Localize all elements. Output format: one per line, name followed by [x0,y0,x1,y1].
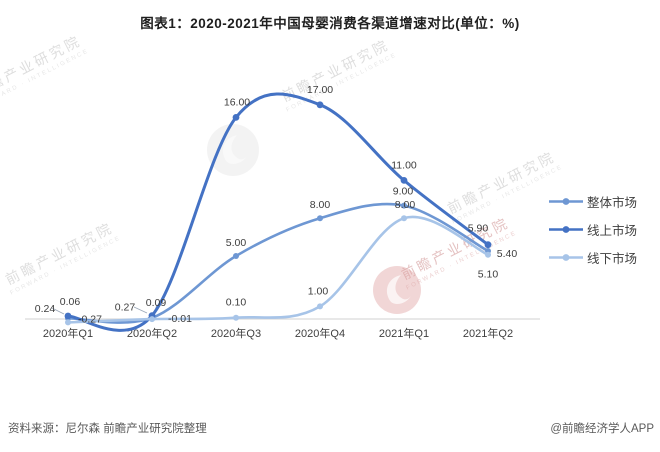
data-label-offline: -0.27 [78,313,102,325]
watermark-logo-swoosh [222,135,247,164]
data-point-online [232,114,240,121]
x-axis-label: 2021年Q2 [463,326,513,340]
data-point-offline [401,215,407,222]
data-label-online: 0.24 [35,303,56,315]
data-label-offline: 0.10 [226,297,247,309]
legend-item-offline: 线下市场 [549,248,637,267]
legend-marker-overall [549,198,583,205]
data-point-online [64,312,72,320]
legend: 整体市场线上市场线下市场 [549,192,637,267]
data-label-overall: 5.00 [226,237,247,249]
data-label-overall: 5.40 [497,248,518,260]
data-label-overall: 8.00 [310,199,331,211]
data-label-online: 16.00 [224,96,250,108]
x-axis-label: 2020年Q2 [127,326,177,340]
data-label-offline: 1.00 [308,285,329,297]
data-label-online: 5.90 [468,223,489,235]
data-point-overall [317,215,323,222]
data-point-overall [401,202,407,209]
data-point-offline [65,319,71,326]
legend-label-online: 线上市场 [587,224,638,238]
x-axis-label: 2020年Q1 [43,326,93,340]
data-label-overall: 0.09 [146,297,167,309]
series-line-offline [66,215,490,324]
legend-item-online: 线上市场 [549,220,637,239]
data-point-overall [233,253,239,259]
data-label-online: 0.27 [115,302,136,314]
data-label-offline: 5.10 [478,269,499,281]
legend-label-overall: 整体市场 [587,196,638,210]
legend-item-overall: 整体市场 [549,192,637,211]
legend-marker-online [549,226,583,233]
data-label-overall: 0.06 [60,296,81,308]
legend-marker-offline [549,254,583,261]
data-label-overall: 9.00 [393,186,414,198]
data-point-offline [485,251,491,258]
x-axis-label: 2020年Q4 [295,326,345,340]
source-note: 资料来源：尼尔森 前瞻产业研究院整理 [8,423,207,435]
watermark-logo-swoosh [386,275,411,304]
data-point-offline [317,303,323,310]
legend-label-offline: 线下市场 [587,252,638,266]
credit-note: @前瞻经济学人APP [550,423,654,435]
chart-title: 图表1：2020-2021年中国母婴消费各渠道增速对比(单位：%) [140,16,520,31]
label-leader-line [51,307,65,315]
data-label-online: 17.00 [307,84,333,96]
x-axis-label: 2021年Q1 [379,326,429,340]
data-label-offline: -0.01 [168,313,192,325]
data-label-online: 11.00 [391,159,417,171]
data-label-offline: 8.00 [395,199,416,211]
data-point-offline [149,316,155,323]
watermark-logo-circle [207,124,259,176]
x-axis-label: 2020年Q3 [211,326,261,340]
data-point-online [484,241,492,249]
label-leader-line [133,306,148,314]
data-point-online [400,177,408,184]
watermark-logo-circle [373,266,421,314]
data-point-offline [233,314,239,321]
data-point-online [316,101,324,109]
